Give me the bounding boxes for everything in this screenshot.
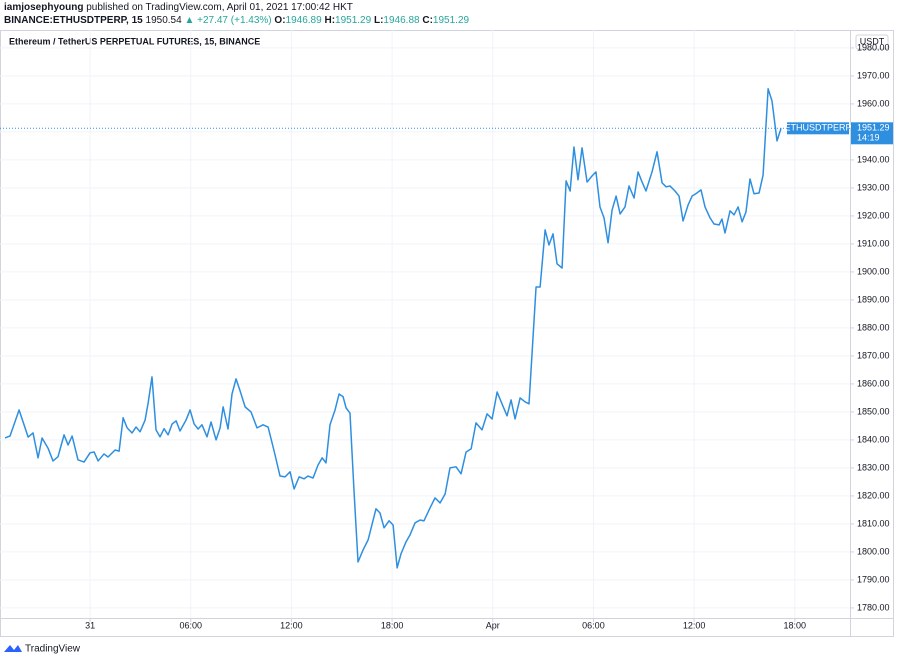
price-label: 1951.29 xyxy=(857,123,890,133)
y-tick-label: 1970.00 xyxy=(857,70,890,80)
y-tick-label: 1980.00 xyxy=(857,42,890,52)
y-tick-label: 1940.00 xyxy=(857,154,890,164)
chart-frame xyxy=(0,30,894,637)
o-label: O: xyxy=(274,15,286,26)
series-label-box xyxy=(787,122,849,135)
change: ▲ +27.47 (+1.43%) xyxy=(184,15,272,26)
series-label: ETHUSDTPERP xyxy=(784,123,851,133)
y-tick-label: 1930.00 xyxy=(857,182,890,192)
y-tick-label: 1830.00 xyxy=(857,462,890,472)
currency-box xyxy=(855,34,889,50)
c-label: C: xyxy=(422,15,433,26)
author: iamjosephyoung xyxy=(4,2,84,13)
y-tick-label: 1870.00 xyxy=(857,350,890,360)
x-tick-label: 06:00 xyxy=(179,620,202,630)
y-tick-label: 1860.00 xyxy=(857,378,890,388)
x-tick-label: 06:00 xyxy=(582,620,605,630)
y-tick-label: 1900.00 xyxy=(857,266,890,276)
chart-title: Ethereum / TetherUS PERPETUAL FUTURES, 1… xyxy=(9,36,260,46)
published: published on TradingView.com, April 01, … xyxy=(86,2,353,13)
h-label: H: xyxy=(324,15,336,26)
x-tick-label: 12:00 xyxy=(683,620,706,630)
plot xyxy=(4,88,782,569)
y-tick-label: 1820.00 xyxy=(857,490,890,500)
y-tick-label: 1850.00 xyxy=(857,406,890,416)
y-tick-label: 1880.00 xyxy=(857,322,890,332)
l-label: L: xyxy=(373,15,384,26)
last: 1950.54 xyxy=(145,15,182,26)
price-label-box xyxy=(851,122,893,145)
high: 1951.29 xyxy=(335,15,372,26)
y-tick-label: 1840.00 xyxy=(857,434,890,444)
x-tick-label: Apr xyxy=(486,620,500,630)
y-tick-label: 1910.00 xyxy=(857,238,890,248)
y-tick-label: 1920.00 xyxy=(857,210,890,220)
publish-line: iamjosephyoung published on TradingView.… xyxy=(4,2,353,13)
footer-logo xyxy=(4,645,22,652)
open: 1946.89 xyxy=(285,15,322,26)
y-tick-label: 1800.00 xyxy=(857,546,890,556)
currency: USDT xyxy=(860,36,885,46)
x-tick-label: 18:00 xyxy=(784,620,807,630)
y-tick-label: 1960.00 xyxy=(857,98,890,108)
brand: TradingView xyxy=(25,644,81,655)
low: 1946.88 xyxy=(383,15,420,26)
countdown: 14:19 xyxy=(857,133,880,143)
logo-icon xyxy=(4,645,22,652)
y-tick-label: 1810.00 xyxy=(857,518,890,528)
y-tick-label: 1780.00 xyxy=(857,602,890,612)
x-tick-label: 31 xyxy=(85,620,95,630)
symbol: BINANCE:ETHUSDTPERP, 15 xyxy=(4,15,143,26)
symbol-line: BINANCE:ETHUSDTPERP, 15 1950.54 ▲ +27.47… xyxy=(4,15,469,26)
y-tick-label: 1890.00 xyxy=(857,294,890,304)
close: 1951.29 xyxy=(432,15,470,26)
x-tick-label: 12:00 xyxy=(280,620,303,630)
grid xyxy=(0,30,850,618)
x-tick-label: 18:00 xyxy=(381,620,404,630)
y-tick-label: 1790.00 xyxy=(857,574,890,584)
price-line xyxy=(4,88,782,569)
